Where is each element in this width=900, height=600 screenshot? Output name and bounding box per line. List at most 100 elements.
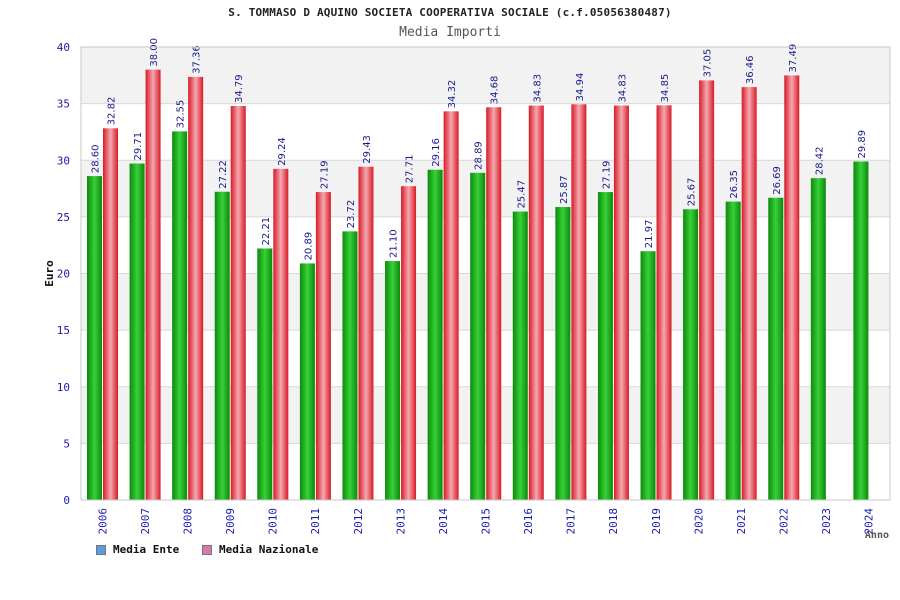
bar-media-ente xyxy=(512,211,528,500)
data-label-nazionale: 38.00 xyxy=(149,38,160,67)
x-tick-label: 2018 xyxy=(607,508,620,535)
bar-media-ente xyxy=(214,191,230,500)
data-label-nazionale: 29.24 xyxy=(277,137,288,166)
legend-label-nazionale: Media Nazionale xyxy=(219,543,319,556)
bar-media-nazionale xyxy=(784,75,800,500)
data-label-nazionale: 34.83 xyxy=(617,74,628,103)
data-label-ente: 26.35 xyxy=(729,170,740,199)
data-label-nazionale: 27.19 xyxy=(319,160,330,189)
data-label-nazionale: 37.36 xyxy=(192,45,203,74)
x-tick-label: 2012 xyxy=(352,508,365,535)
bar-media-nazionale xyxy=(315,192,331,501)
data-label-nazionale: 36.46 xyxy=(745,55,756,84)
bar-media-ente xyxy=(427,169,443,500)
chart-title: S. TOMMASO D AQUINO SOCIETA COOPERATIVA … xyxy=(228,6,672,19)
bar-media-ente xyxy=(597,192,613,501)
data-label-ente: 27.22 xyxy=(218,160,229,189)
data-label-ente: 28.42 xyxy=(814,147,825,176)
y-tick-label: 15 xyxy=(57,324,70,337)
data-label-ente: 22.21 xyxy=(261,217,272,246)
data-label-ente: 25.87 xyxy=(559,175,570,204)
bar-media-ente xyxy=(129,163,145,501)
legend-label-ente: Media Ente xyxy=(113,543,180,556)
x-axis-label: Anno xyxy=(865,530,889,541)
data-label-nazionale: 37.05 xyxy=(703,49,714,78)
bar-media-nazionale xyxy=(613,105,629,501)
data-label-ente: 25.67 xyxy=(687,178,698,207)
x-tick-label: 2022 xyxy=(778,508,791,535)
bar-media-nazionale xyxy=(486,107,502,501)
data-label-ente: 20.89 xyxy=(303,232,314,261)
legend-swatch-ente xyxy=(96,544,106,555)
x-tick-label: 2020 xyxy=(692,508,705,535)
chart-subtitle: Media Importi xyxy=(399,25,501,40)
y-tick-label: 0 xyxy=(63,494,70,507)
y-tick-label: 25 xyxy=(57,211,70,224)
bar-media-ente xyxy=(810,178,826,500)
bar-media-nazionale xyxy=(145,69,161,501)
data-label-ente: 29.16 xyxy=(431,138,442,167)
bar-media-nazionale xyxy=(443,111,459,501)
bar-media-ente xyxy=(385,261,401,500)
x-tick-label: 2019 xyxy=(650,508,663,535)
bar-media-nazionale xyxy=(230,106,246,501)
data-label-ente: 25.47 xyxy=(516,180,527,209)
x-tick-label: 2011 xyxy=(309,508,322,535)
bar-media-ente xyxy=(299,263,315,500)
bar-media-ente xyxy=(768,197,784,500)
x-tick-label: 2016 xyxy=(522,508,535,535)
bar-media-ente xyxy=(683,209,699,501)
data-label-ente: 21.10 xyxy=(389,229,400,258)
y-tick-label: 20 xyxy=(57,268,70,281)
bar-media-nazionale xyxy=(571,104,587,500)
y-tick-label: 5 xyxy=(63,437,70,450)
x-tick-label: 2014 xyxy=(437,508,450,535)
data-label-ente: 32.55 xyxy=(176,100,187,129)
legend-item-ente: Media Ente xyxy=(96,543,179,556)
bar-media-ente xyxy=(853,161,869,501)
bar-media-ente xyxy=(470,172,486,501)
legend-item-nazionale: Media Nazionale xyxy=(202,543,318,556)
data-label-ente: 27.19 xyxy=(601,160,612,189)
bar-media-nazionale xyxy=(103,128,118,500)
y-tick-label: 35 xyxy=(57,98,70,111)
x-tick-label: 2010 xyxy=(267,508,280,535)
bar-media-nazionale xyxy=(528,105,544,501)
plot-frame xyxy=(80,46,891,501)
data-label-nazionale: 34.79 xyxy=(234,74,245,103)
x-tick-label: 2023 xyxy=(820,508,833,535)
x-tick-label: 2024 xyxy=(863,508,876,535)
bar-media-ente xyxy=(342,231,358,500)
bar-media-nazionale xyxy=(656,105,672,500)
bar-media-ente xyxy=(87,176,102,501)
y-tick-label: 30 xyxy=(57,154,70,167)
bar-media-ente xyxy=(725,201,741,500)
bar-media-nazionale xyxy=(401,186,417,500)
legend-swatch-nazionale xyxy=(202,544,212,555)
y-tick-label: 40 xyxy=(57,41,70,54)
bar-media-ente xyxy=(640,251,656,500)
data-label-nazionale: 32.82 xyxy=(107,97,118,126)
x-tick-label: 2015 xyxy=(480,508,493,535)
bar-media-nazionale xyxy=(741,87,757,500)
bar-media-ente xyxy=(555,207,571,500)
data-label-ente: 28.89 xyxy=(474,141,485,170)
x-tick-label: 2021 xyxy=(735,508,748,535)
x-tick-label: 2008 xyxy=(181,508,194,535)
x-tick-label: 2006 xyxy=(96,508,109,535)
data-label-ente: 29.71 xyxy=(133,132,144,161)
x-tick-label: 2009 xyxy=(224,508,237,535)
data-label-nazionale: 34.85 xyxy=(660,74,671,103)
data-label-nazionale: 34.83 xyxy=(532,74,543,103)
data-label-nazionale: 34.68 xyxy=(490,76,501,105)
data-label-nazionale: 27.71 xyxy=(405,155,416,184)
data-label-nazionale: 34.32 xyxy=(447,80,458,109)
data-label-ente: 26.69 xyxy=(772,166,783,195)
x-tick-label: 2013 xyxy=(394,508,407,535)
data-label-ente: 28.60 xyxy=(91,144,102,173)
data-label-nazionale: 37.49 xyxy=(788,44,799,73)
data-label-ente: 21.97 xyxy=(644,220,655,249)
x-tick-label: 2017 xyxy=(565,508,578,535)
data-label-ente: 23.72 xyxy=(346,200,357,229)
